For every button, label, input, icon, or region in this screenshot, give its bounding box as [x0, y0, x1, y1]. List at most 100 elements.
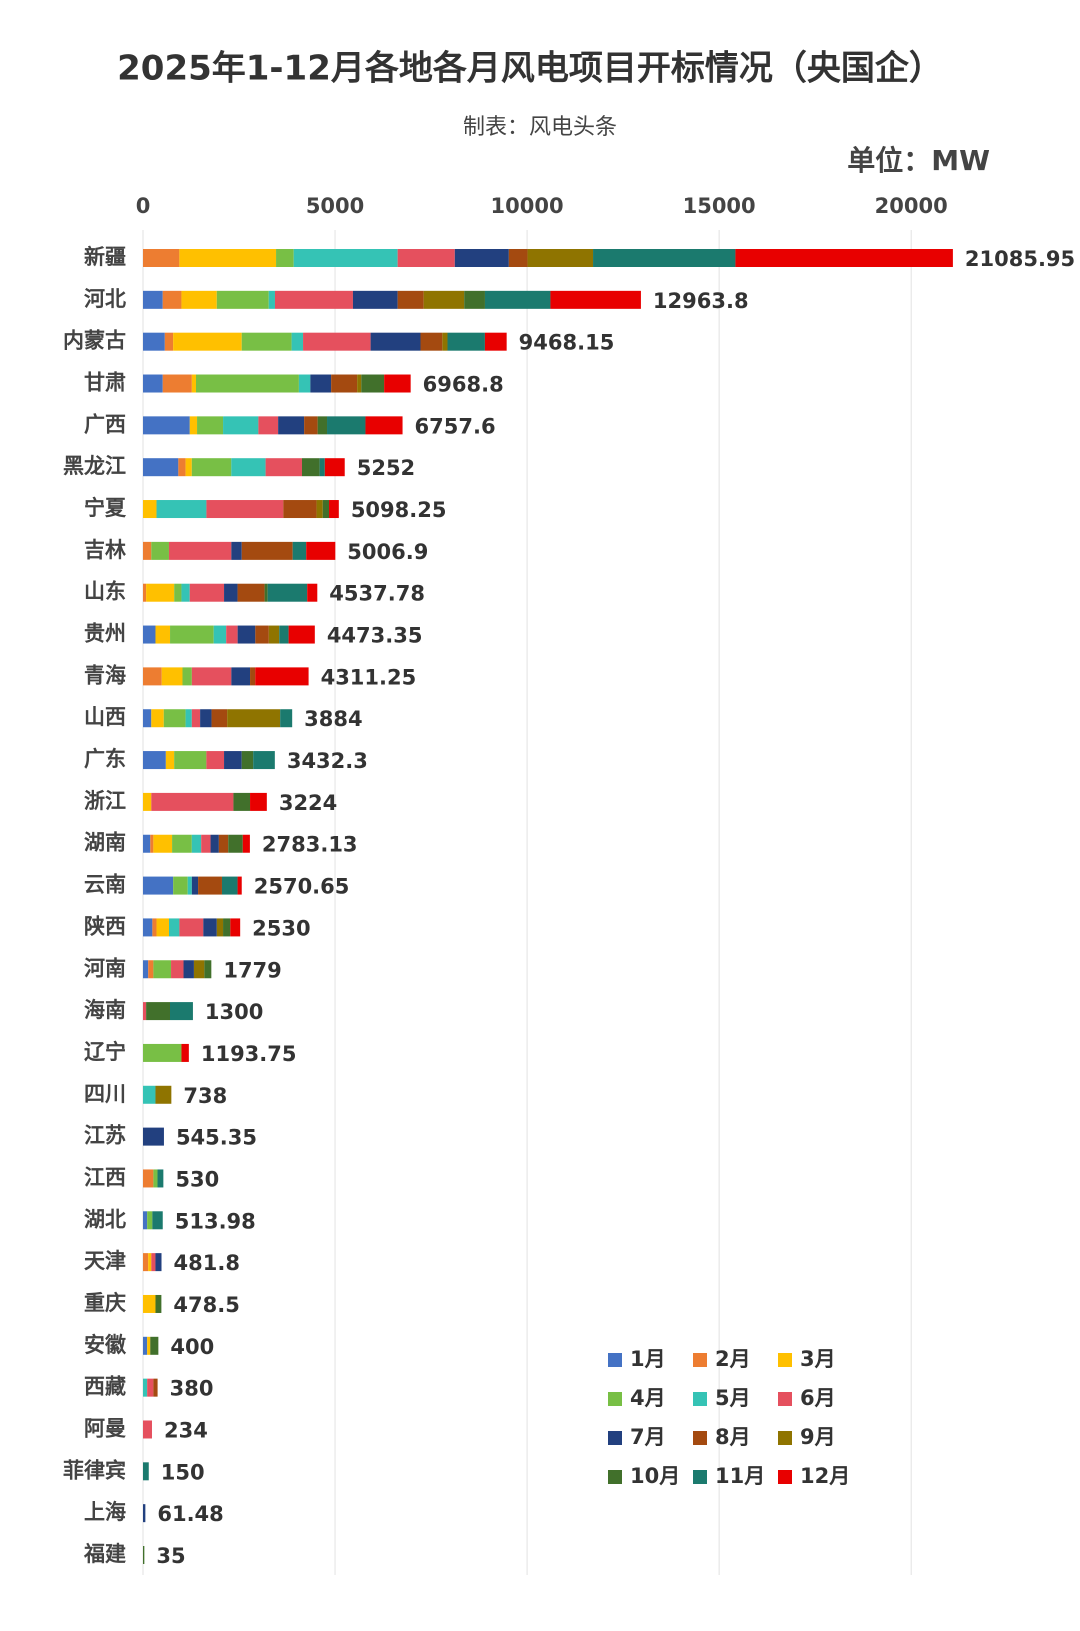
- bar-segment: [143, 541, 152, 560]
- bar-segment: [143, 709, 152, 728]
- bar-segment: [237, 583, 265, 602]
- legend-label: 11月: [715, 1464, 765, 1488]
- bar-segment: [151, 792, 234, 811]
- bar-segment: [218, 834, 229, 853]
- y-tick-label: 湖北: [84, 1207, 126, 1231]
- bar-segment: [150, 834, 154, 853]
- total-label: 2570.65: [254, 875, 350, 899]
- bar-segment: [447, 332, 485, 351]
- bar-segment: [155, 1294, 162, 1313]
- y-tick-label: 山东: [84, 580, 126, 604]
- legend-swatch: [778, 1353, 792, 1367]
- legend-label: 6月: [800, 1386, 836, 1410]
- bar-segment: [593, 249, 736, 267]
- bar-segment: [193, 960, 205, 979]
- bar-segment: [146, 1002, 171, 1021]
- bar-segment: [189, 416, 198, 435]
- bar-segment: [735, 249, 953, 267]
- bar-segment: [156, 918, 170, 937]
- total-label: 5006.9: [347, 540, 428, 564]
- x-tick-label: 10000: [491, 194, 564, 218]
- bar-segment: [173, 876, 188, 895]
- bar-segment: [147, 1211, 153, 1230]
- total-label: 5098.25: [351, 498, 447, 522]
- y-tick-label: 江西: [84, 1165, 126, 1189]
- y-tick-label: 广东: [84, 747, 126, 771]
- bar-segment: [231, 667, 251, 686]
- y-tick-label: 湖南: [84, 831, 126, 855]
- bar-segment: [278, 416, 305, 435]
- total-label: 12963.8: [653, 289, 749, 313]
- bar-segment: [157, 1169, 164, 1188]
- legend-swatch: [693, 1431, 707, 1445]
- bar-segment: [250, 792, 267, 811]
- bar-segment: [143, 667, 162, 686]
- bar-segment: [170, 1002, 193, 1021]
- bar-segment: [231, 541, 242, 560]
- bar-segment: [156, 500, 207, 519]
- bar-segment: [203, 918, 217, 937]
- bar-segment: [291, 332, 304, 351]
- bar-segment: [276, 249, 294, 267]
- bar-segment: [280, 709, 293, 728]
- bar-segment: [143, 625, 156, 644]
- bar-segment: [223, 918, 231, 937]
- total-label: 6968.8: [423, 373, 504, 397]
- total-label: 513.98: [175, 1209, 256, 1233]
- bar-segment: [201, 834, 211, 853]
- total-label: 150: [161, 1460, 205, 1484]
- bar-segment: [164, 332, 174, 351]
- bar-segment: [255, 625, 269, 644]
- bar-segment: [357, 374, 362, 393]
- total-label: 738: [183, 1084, 227, 1108]
- bar-segment: [143, 792, 152, 811]
- bar-segment: [264, 583, 268, 602]
- bar-segment: [143, 918, 153, 937]
- total-label: 478.5: [173, 1293, 239, 1317]
- y-tick-label: 陕西: [84, 914, 126, 938]
- bar-segment: [329, 500, 339, 519]
- bar-segment: [187, 876, 192, 895]
- y-tick-label: 河北: [84, 287, 126, 311]
- bar-segment: [162, 290, 182, 309]
- bar-segment: [210, 834, 219, 853]
- legend-swatch: [608, 1431, 622, 1445]
- bar-segment: [143, 1002, 147, 1021]
- x-tick-label: 15000: [683, 194, 756, 218]
- bar-segment: [319, 458, 325, 477]
- bar-segment: [163, 709, 186, 728]
- bar-segment: [153, 1169, 158, 1188]
- bar-segment: [191, 374, 197, 393]
- y-tick-label: 浙江: [84, 789, 126, 813]
- total-label: 3224: [279, 791, 337, 815]
- y-tick-label: 内蒙古: [63, 329, 126, 353]
- bar-segment: [174, 583, 182, 602]
- bar-segment: [242, 834, 250, 853]
- y-tick-label: 福建: [83, 1542, 126, 1566]
- bar-segment: [143, 1420, 152, 1439]
- bar-segment: [143, 1127, 164, 1146]
- bar-segment: [143, 1504, 146, 1523]
- bar-segment: [206, 500, 284, 519]
- total-label: 481.8: [174, 1251, 240, 1275]
- x-tick-label: 20000: [875, 194, 948, 218]
- y-tick-label: 重庆: [84, 1291, 126, 1315]
- legend-label: 5月: [715, 1386, 751, 1410]
- bar-segment: [191, 834, 202, 853]
- bar-segment: [191, 458, 232, 477]
- y-tick-label: 安徽: [84, 1333, 127, 1357]
- bar-segment: [153, 834, 173, 853]
- bar-segment: [143, 1546, 145, 1564]
- legend-label: 10月: [630, 1464, 680, 1488]
- x-tick-label: 0: [136, 194, 151, 218]
- bar-segment: [169, 918, 180, 937]
- total-label: 6757.6: [415, 414, 496, 438]
- bar-segment: [216, 918, 224, 937]
- bar-segment: [143, 458, 179, 477]
- bar-segment: [143, 1211, 148, 1230]
- total-label: 1300: [205, 1000, 263, 1024]
- total-label: 35: [156, 1544, 185, 1568]
- bar-segment: [155, 1085, 172, 1104]
- bar-segment: [241, 541, 293, 560]
- bar-segment: [182, 667, 192, 686]
